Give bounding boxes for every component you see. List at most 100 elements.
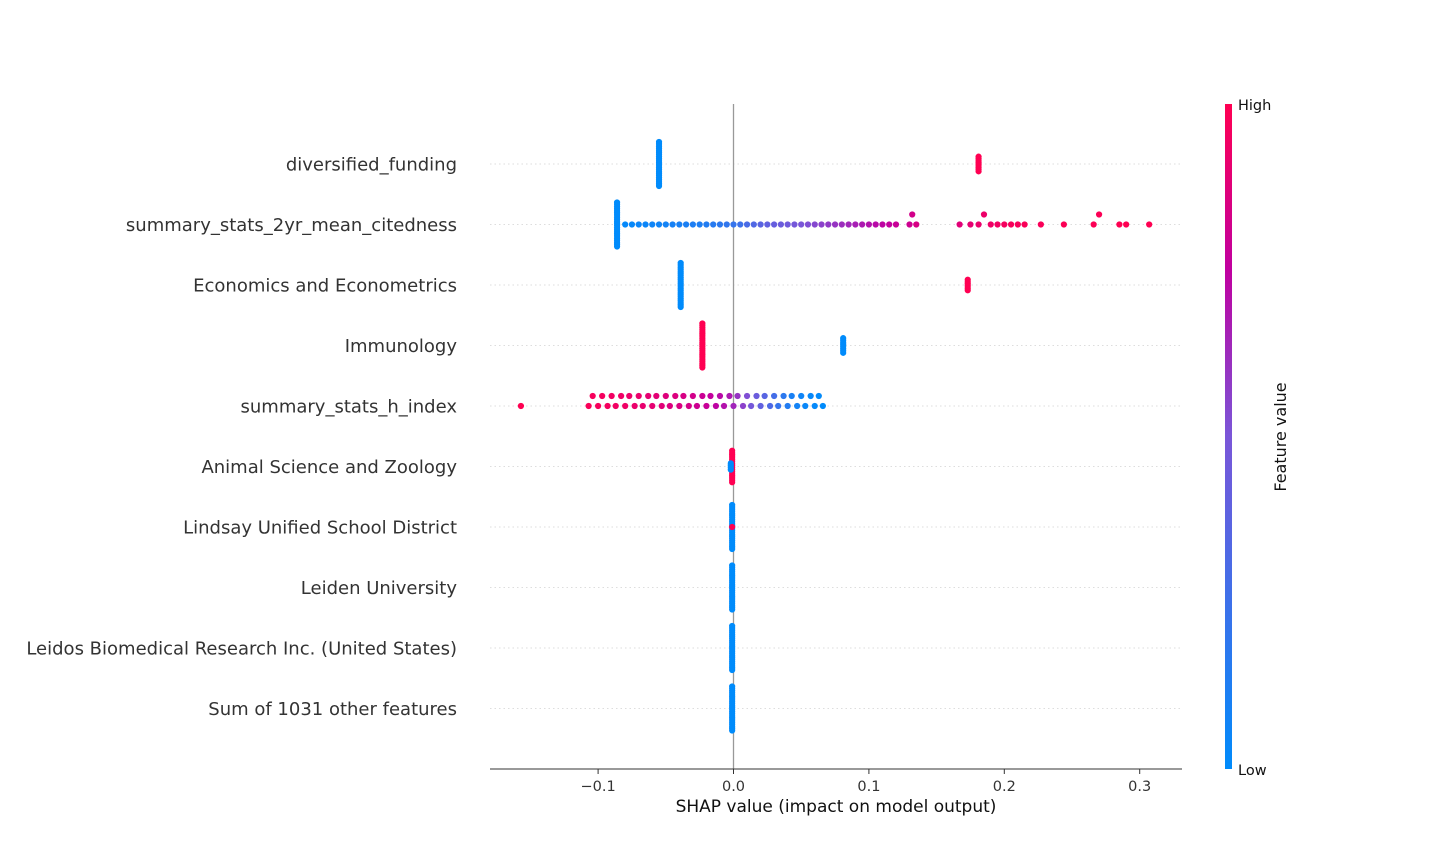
shap-point — [838, 221, 845, 228]
x-tick-label: −0.1 — [580, 779, 615, 795]
shap-point — [859, 221, 866, 228]
x-axis-ticks: −0.1 0.0 0.1 0.2 0.3 — [580, 769, 1151, 795]
shap-point — [906, 221, 913, 228]
shap-point — [669, 221, 676, 228]
colorbar-low-label: Low — [1238, 763, 1267, 779]
feature-label: summary_stats_h_index — [241, 397, 458, 418]
shap-point — [771, 392, 778, 400]
shap-point — [784, 402, 791, 410]
shap-point — [716, 392, 724, 400]
shap-point — [753, 392, 760, 400]
x-axis-title: SHAP value (impact on model output) — [676, 797, 997, 817]
shap-point — [604, 402, 611, 410]
shap-point — [819, 402, 826, 410]
shap-point — [589, 392, 596, 400]
colorbar-title: Feature value — [1271, 382, 1290, 491]
shap-point — [956, 221, 963, 228]
shap-point — [622, 402, 629, 410]
feature-label: Sum of 1031 other features — [208, 699, 457, 720]
shap-point — [622, 221, 629, 228]
shap-point — [852, 221, 859, 228]
shap-point — [677, 303, 684, 311]
shap-point — [628, 221, 636, 228]
shap-point — [645, 392, 652, 400]
shap-point — [802, 402, 809, 410]
shap-point — [662, 392, 669, 400]
shap-point — [791, 221, 798, 228]
shap-point — [798, 392, 805, 400]
shap-point — [689, 392, 696, 400]
shap-point — [739, 402, 747, 410]
shap-point — [618, 392, 625, 400]
shap-point — [662, 221, 669, 228]
shap-point — [757, 221, 764, 228]
shap-point — [798, 221, 805, 228]
shap-point — [729, 666, 736, 674]
shap-point — [676, 402, 683, 410]
shap-point — [886, 221, 893, 228]
shap-point — [730, 402, 737, 410]
shap-point — [729, 545, 736, 553]
feature-label: Economics and Econometrics — [193, 276, 457, 297]
shap-point — [1146, 221, 1153, 228]
shap-point — [872, 221, 879, 228]
shap-point — [710, 221, 717, 228]
shap-point — [730, 221, 737, 228]
shap-point — [771, 221, 778, 228]
shap-point — [913, 221, 920, 228]
row-gridlines — [490, 163, 1182, 709]
shap-point — [685, 402, 692, 410]
shap-point — [818, 221, 825, 228]
shap-point — [775, 402, 782, 410]
shap-point — [743, 221, 751, 228]
shap-point — [748, 402, 755, 410]
shap-point — [804, 221, 812, 228]
shap-point — [964, 287, 971, 294]
shap-point — [737, 221, 744, 228]
shap-point — [784, 221, 791, 228]
shap-point — [693, 402, 701, 410]
x-tick-label: 0.2 — [993, 779, 1016, 795]
shap-point — [635, 392, 642, 400]
shap-point — [696, 221, 703, 228]
shap-point — [649, 402, 656, 410]
shap-point — [831, 221, 839, 228]
shap-point — [699, 364, 706, 371]
shap-point — [689, 221, 696, 228]
shap-point — [720, 402, 728, 410]
shap-point — [716, 221, 724, 228]
shap-point — [723, 221, 730, 228]
shap-point — [967, 221, 974, 228]
shap-point — [909, 211, 916, 218]
shap-point — [811, 221, 818, 228]
shap-point — [517, 402, 525, 410]
shap-point — [699, 392, 706, 400]
shap-point — [653, 392, 660, 400]
feature-label: Animal Science and Zoology — [201, 457, 457, 478]
shap-point — [613, 243, 621, 250]
shap-point — [608, 392, 615, 400]
feature-label: Lindsay Unified School District — [183, 518, 457, 539]
shap-point — [655, 221, 663, 228]
feature-label: Leiden University — [301, 578, 458, 599]
feature-label: Immunology — [345, 336, 458, 357]
shap-points — [517, 138, 1153, 734]
shap-point — [994, 221, 1001, 228]
shap-point — [658, 402, 665, 410]
shap-point — [727, 466, 734, 473]
shap-point — [743, 392, 751, 400]
shap-point — [626, 392, 633, 400]
shap-point — [666, 402, 673, 410]
shap-point — [761, 392, 768, 400]
colorbar — [1225, 104, 1232, 769]
shap-point — [845, 221, 852, 228]
shap-point — [703, 221, 710, 228]
shap-point — [707, 392, 714, 400]
shap-point — [780, 392, 787, 400]
shap-point — [1014, 221, 1021, 228]
shap-point — [840, 349, 847, 356]
shap-point — [631, 402, 638, 410]
shap-point — [712, 402, 719, 410]
shap-point — [1021, 221, 1028, 228]
shap-point — [595, 402, 602, 410]
